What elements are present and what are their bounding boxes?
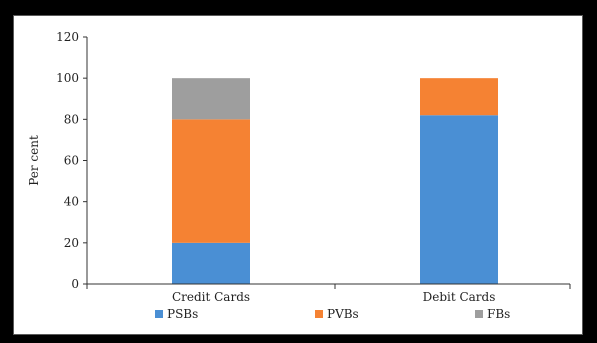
y-tick-label: 40 [64, 195, 79, 209]
y-tick-label: 120 [56, 30, 79, 44]
y-tick-label: 60 [64, 154, 79, 168]
legend-label-psbs: PSBs [167, 307, 198, 321]
bar-pvbs-debit-cards [420, 78, 498, 116]
y-axis-title: Per cent [27, 135, 41, 186]
legend-label-pvbs: PVBs [327, 307, 359, 321]
chart-frame: 0 20 40 60 80 100 120 Credit Cards Debit Cards Pe… [13, 15, 583, 335]
x-tick-label: Debit Cards [423, 290, 496, 304]
legend-label-fbs: FBs [487, 307, 510, 321]
y-tick-label: 20 [64, 236, 79, 250]
bar-psbs-credit-cards [172, 242, 250, 284]
stacked-bar-chart: 0 20 40 60 80 100 120 Credit Cards Debit Cards Pe… [27, 30, 571, 321]
legend-swatch-pvbs [315, 310, 323, 318]
bar-psbs-debit-cards [420, 115, 498, 284]
bar-pvbs-credit-cards [172, 119, 250, 243]
y-tick-label: 100 [56, 71, 79, 85]
x-tick-label: Credit Cards [172, 290, 250, 304]
legend-swatch-psbs [155, 310, 163, 318]
y-tick-label: 80 [64, 112, 79, 126]
bar-fbs-credit-cards [172, 78, 250, 120]
y-tick-label: 0 [71, 277, 79, 291]
legend-swatch-fbs [475, 310, 483, 318]
